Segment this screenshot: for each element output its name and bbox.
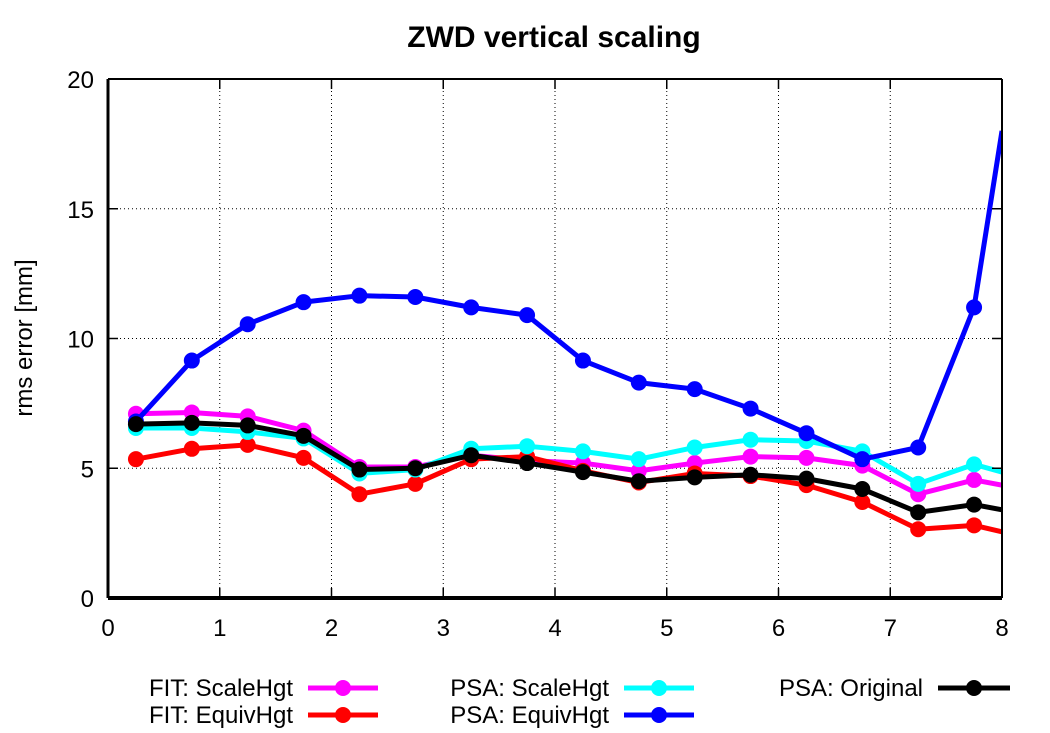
x-tick-label: 5 xyxy=(660,615,673,642)
y-axis-label: rms error [mm] xyxy=(11,259,38,416)
y-tick-label: 15 xyxy=(67,197,94,224)
legend-label: PSA: EquivHgt xyxy=(450,702,609,729)
data-point xyxy=(463,299,480,316)
y-tick-label: 10 xyxy=(67,327,94,354)
data-point xyxy=(798,449,815,466)
data-point xyxy=(966,471,983,488)
data-point xyxy=(966,456,983,473)
data-point xyxy=(630,451,647,468)
x-tick-label: 6 xyxy=(772,615,785,642)
data-point xyxy=(798,470,815,487)
data-point xyxy=(183,352,200,369)
data-point xyxy=(686,439,703,456)
data-point xyxy=(351,461,368,478)
legend-swatch-marker xyxy=(651,707,667,723)
series-layer xyxy=(127,130,1002,538)
series-fit-scalehgt xyxy=(127,404,1002,503)
data-point xyxy=(127,416,144,433)
data-point xyxy=(295,294,312,311)
data-point xyxy=(519,438,536,455)
y-tick-label: 0 xyxy=(81,586,94,613)
legend-swatch-marker xyxy=(335,680,351,696)
data-point xyxy=(910,439,927,456)
data-point xyxy=(295,427,312,444)
x-tick-label: 2 xyxy=(325,615,338,642)
data-point xyxy=(966,517,983,534)
data-point xyxy=(966,299,983,316)
data-point xyxy=(910,521,927,538)
legend-entry: PSA: EquivHgt xyxy=(450,702,694,729)
legend-entry: FIT: EquivHgt xyxy=(149,702,378,729)
series-line xyxy=(135,409,1002,497)
x-tick-label: 8 xyxy=(995,615,1008,642)
data-point xyxy=(742,466,759,483)
x-tick-label: 7 xyxy=(884,615,897,642)
data-point xyxy=(742,400,759,417)
data-point xyxy=(686,469,703,486)
series-psa-original xyxy=(127,414,1002,521)
data-point xyxy=(407,475,424,492)
data-point xyxy=(854,451,871,468)
data-point xyxy=(630,374,647,391)
data-point xyxy=(239,417,256,434)
data-point xyxy=(742,448,759,465)
x-tick-label: 4 xyxy=(548,615,561,642)
data-point xyxy=(183,440,200,457)
data-point xyxy=(127,451,144,468)
data-point xyxy=(854,481,871,498)
data-point xyxy=(183,414,200,431)
x-tick-label: 1 xyxy=(213,615,226,642)
data-point xyxy=(630,473,647,490)
data-point xyxy=(407,288,424,305)
grid xyxy=(108,79,1002,598)
legend-swatch-marker xyxy=(966,680,982,696)
y-tick-label: 5 xyxy=(81,456,94,483)
data-point xyxy=(519,307,536,324)
data-point xyxy=(519,455,536,472)
tick-labels: 0 1 2 3 4 5 6 7 8 0 5 10 15 20 xyxy=(67,67,1008,642)
data-point xyxy=(742,431,759,448)
legend-entry: FIT: ScaleHgt xyxy=(149,675,378,702)
legend-swatch-marker xyxy=(335,707,351,723)
data-point xyxy=(966,496,983,513)
data-point xyxy=(407,460,424,477)
data-point xyxy=(239,436,256,453)
plot-frame xyxy=(106,78,1003,600)
y-tick-label: 20 xyxy=(67,67,94,94)
x-tick-label: 3 xyxy=(437,615,450,642)
legend-entry: PSA: ScaleHgt xyxy=(450,675,694,702)
legend-entry: PSA: Original xyxy=(779,675,1010,702)
data-point xyxy=(239,316,256,333)
data-point xyxy=(295,449,312,466)
data-point xyxy=(574,464,591,481)
data-point xyxy=(910,475,927,492)
data-point xyxy=(854,493,871,510)
legend-label: FIT: EquivHgt xyxy=(149,702,293,729)
data-point xyxy=(351,486,368,503)
legend-label: FIT: ScaleHgt xyxy=(149,675,293,702)
legend-label: PSA: Original xyxy=(779,675,923,702)
legend-swatch-marker xyxy=(651,680,667,696)
data-point xyxy=(463,447,480,464)
x-tick-label: 0 xyxy=(101,615,114,642)
data-point xyxy=(351,287,368,304)
data-point xyxy=(686,381,703,398)
data-point xyxy=(574,443,591,460)
legend-label: PSA: ScaleHgt xyxy=(450,675,609,702)
data-point xyxy=(574,352,591,369)
series-line xyxy=(134,130,1002,462)
chart-title: ZWD vertical scaling xyxy=(407,21,700,54)
data-point xyxy=(910,504,927,521)
data-point xyxy=(798,425,815,442)
